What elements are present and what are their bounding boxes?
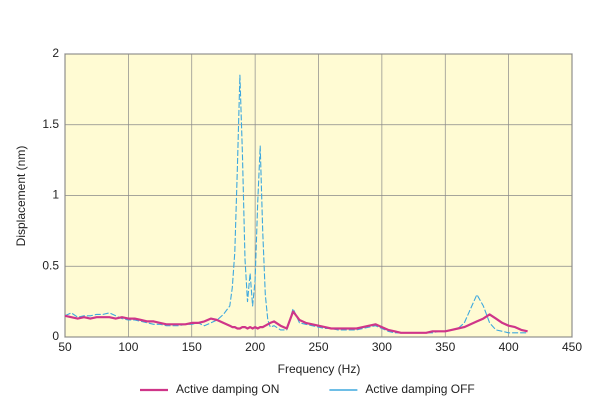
x-tick-label: 350 xyxy=(435,340,455,354)
legend-label: Active damping OFF xyxy=(365,382,474,396)
x-tick-label: 150 xyxy=(182,340,202,354)
x-tick-label: 250 xyxy=(308,340,328,354)
y-tick-label: 1.5 xyxy=(42,117,59,131)
y-tick-label: 0.5 xyxy=(42,258,59,272)
legend-label: Active damping ON xyxy=(176,382,279,396)
x-tick-label: 450 xyxy=(562,340,582,354)
x-axis-label: Frequency (Hz) xyxy=(278,362,361,376)
y-tick-label: 0 xyxy=(52,329,59,343)
x-tick-label: 100 xyxy=(118,340,138,354)
y-axis-label: Displacement (nm) xyxy=(14,146,28,247)
x-tick-label: 300 xyxy=(372,340,392,354)
x-tick-label: 400 xyxy=(499,340,519,354)
y-tick-label: 1 xyxy=(52,188,59,202)
x-tick-label: 50 xyxy=(58,340,72,354)
y-tick-label: 2 xyxy=(52,46,59,60)
data-line xyxy=(64,310,528,334)
x-tick-label: 200 xyxy=(245,340,265,354)
